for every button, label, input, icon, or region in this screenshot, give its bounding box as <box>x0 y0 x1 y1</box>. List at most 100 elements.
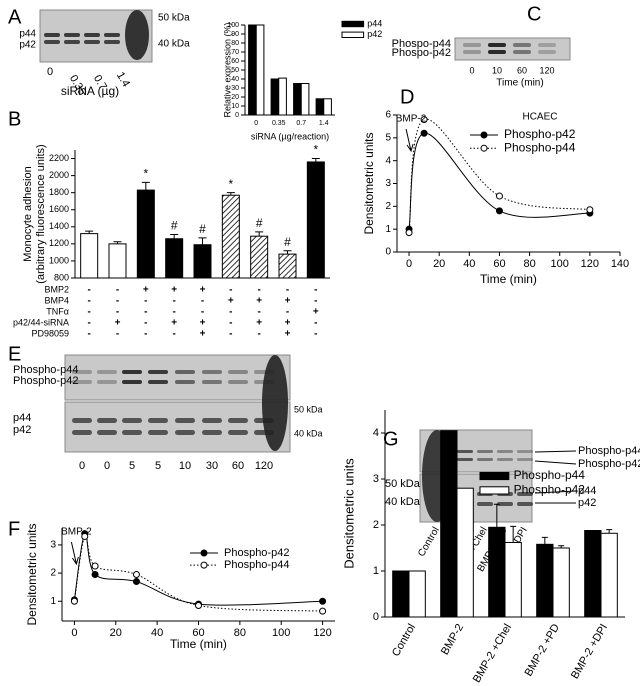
error-bar <box>493 503 500 528</box>
blot <box>64 354 291 401</box>
bar <box>323 98 332 116</box>
x-tick-label: 80 <box>523 258 535 270</box>
point <box>132 571 140 578</box>
blot-band <box>497 502 513 506</box>
bar <box>278 77 287 116</box>
bar <box>80 233 99 279</box>
y-tick-label: 20 <box>231 94 239 101</box>
y-tick-label: 4 <box>385 155 391 166</box>
blot-band <box>84 40 100 44</box>
x-tick-label: 0 <box>254 120 258 127</box>
y-tick-label: 2 <box>385 201 391 212</box>
panel-letter: C <box>527 3 541 25</box>
blot-band <box>228 418 248 423</box>
x-tick-label: 0.7 <box>296 120 306 127</box>
panel-letter: D <box>400 86 414 108</box>
treatment-sign: - <box>116 329 119 340</box>
y-tick-label: 90 <box>231 31 239 38</box>
annotation-arrow <box>70 541 79 566</box>
x-tick-label: 0 <box>71 627 77 639</box>
legend-label: Phospho-p42 <box>224 547 289 559</box>
blot-band <box>463 50 481 54</box>
blot-band <box>175 370 195 374</box>
error-bar <box>85 230 94 234</box>
y-tick-label: 2 <box>373 519 379 531</box>
treatment-sign: - <box>286 285 289 296</box>
blot-band <box>517 502 533 506</box>
y-axis-label: Monocyte adhesion <box>22 166 34 261</box>
y-axis-label: Densitometric units <box>341 458 356 569</box>
bar <box>221 194 240 279</box>
treatment-sign: + <box>313 307 319 318</box>
point <box>132 578 140 586</box>
treatment-sign: - <box>116 296 119 307</box>
treatment-sign: - <box>314 285 317 296</box>
blot-band <box>72 418 92 423</box>
blot-band <box>175 418 195 423</box>
treatment-sign: + <box>256 296 262 307</box>
x-tick-label: 120 <box>313 627 331 639</box>
legend-swatch <box>341 20 365 28</box>
error-bar <box>141 181 150 191</box>
blot-marker: 50 kDa <box>294 404 323 414</box>
treatment-sign: + <box>200 285 206 296</box>
panel-letter: F <box>8 518 20 540</box>
blot-band <box>517 450 533 453</box>
annotation: BMP-2 <box>396 114 427 125</box>
treatment-sign: - <box>286 307 289 318</box>
y-tick-label: 100 <box>227 22 239 29</box>
treatment-sign: + <box>256 318 262 329</box>
x-tick-label: 120 <box>581 258 599 270</box>
blot-lane: 60 <box>232 460 244 472</box>
blot-label: Phospho-p42 <box>578 458 640 470</box>
blot-marker: 50 kDa <box>158 13 190 24</box>
blot-band <box>228 430 248 435</box>
significance-mark: * <box>313 143 318 157</box>
y-tick-label: 70 <box>231 49 239 56</box>
point <box>405 229 413 237</box>
legend-label: p42 <box>367 29 382 39</box>
treatment-sign: - <box>87 307 90 318</box>
x-tick-label: 0 <box>406 258 412 270</box>
bar <box>293 83 302 116</box>
legend-label: Phospho-p44 <box>224 559 289 571</box>
y-tick-label: 0 <box>235 112 239 119</box>
annotation-arrow <box>405 128 414 153</box>
bar <box>584 530 602 618</box>
blot-lane: 10 <box>492 65 502 75</box>
blot-label: p44 <box>19 29 36 40</box>
blot-marker: 40 kDa <box>294 428 323 438</box>
treatment-sign: - <box>257 307 260 318</box>
error-bar <box>510 525 517 543</box>
y-axis-label: (arbitrary fluorescence units) <box>35 144 47 283</box>
panel-letter: E <box>8 343 21 365</box>
treatment-sign: + <box>228 296 234 307</box>
error-bar <box>113 241 122 244</box>
blot-lane: 5 <box>155 460 161 472</box>
bar <box>392 570 410 618</box>
blot-band <box>538 43 556 47</box>
treatment-sign: - <box>314 296 317 307</box>
error-bar <box>198 237 207 245</box>
y-tick-label: 1400 <box>49 221 69 231</box>
blot <box>454 37 571 61</box>
error-bar <box>283 250 292 255</box>
point <box>319 607 327 615</box>
blot-lane: 30 <box>206 460 218 472</box>
bar <box>165 238 184 279</box>
blot-band <box>202 418 222 423</box>
point <box>91 571 99 578</box>
significance-mark: * <box>228 177 233 191</box>
blot-band <box>175 380 195 384</box>
blot-band <box>72 430 92 435</box>
y-axis-label: Densitometric units <box>362 132 376 234</box>
blot-label: p42 <box>19 40 36 51</box>
treatment-sign: + <box>115 318 121 329</box>
error-bar <box>541 536 548 545</box>
legend-swatch <box>341 31 365 38</box>
panel-letter: B <box>8 108 21 130</box>
panel-letter: G <box>383 428 399 450</box>
x-tick-label: 20 <box>433 258 445 270</box>
x-axis-label: Time (min) <box>170 637 227 651</box>
y-tick-label: 5 <box>385 132 391 143</box>
